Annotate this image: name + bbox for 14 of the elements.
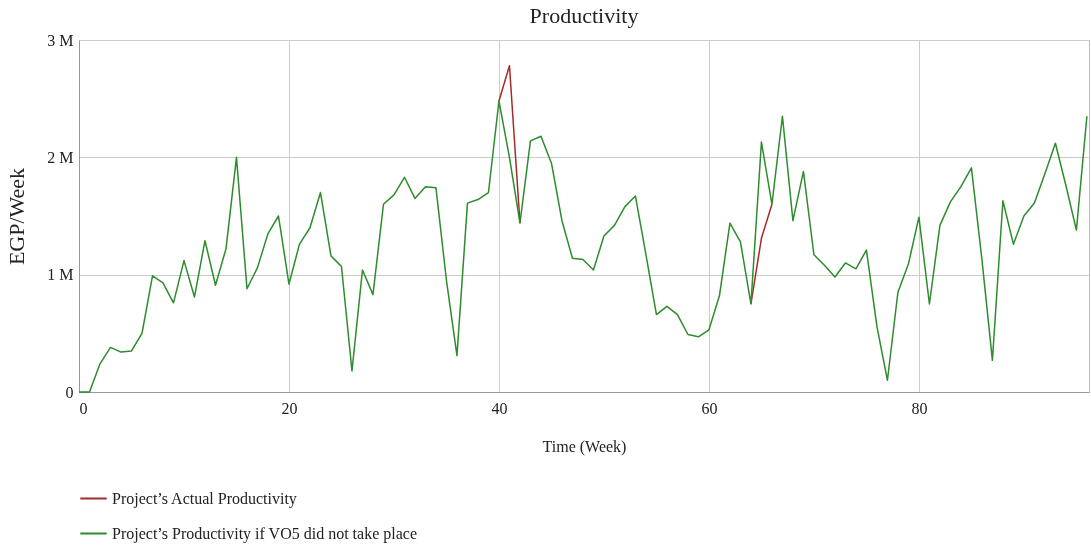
x-tick-label: 80: [911, 399, 928, 417]
y-axis-title: EGP/Week: [4, 167, 30, 266]
y-tick-label: 0: [65, 383, 74, 401]
x-tick-label: 60: [701, 399, 718, 417]
x-tick-label: 0: [79, 399, 88, 417]
y-tick-label: 3 M: [47, 31, 74, 49]
chart-title: Productivity: [529, 3, 639, 28]
x-tick-label: 40: [491, 399, 508, 417]
legend-label: Project’s Productivity if VO5 did not take place: [112, 524, 417, 543]
x-axis-title: Time (Week): [542, 437, 627, 456]
x-tick-label: 20: [281, 399, 298, 417]
legend-label: Project’s Actual Productivity: [112, 489, 297, 508]
y-tick-label: 1 M: [47, 266, 74, 284]
y-tick-label: 2 M: [47, 148, 74, 166]
